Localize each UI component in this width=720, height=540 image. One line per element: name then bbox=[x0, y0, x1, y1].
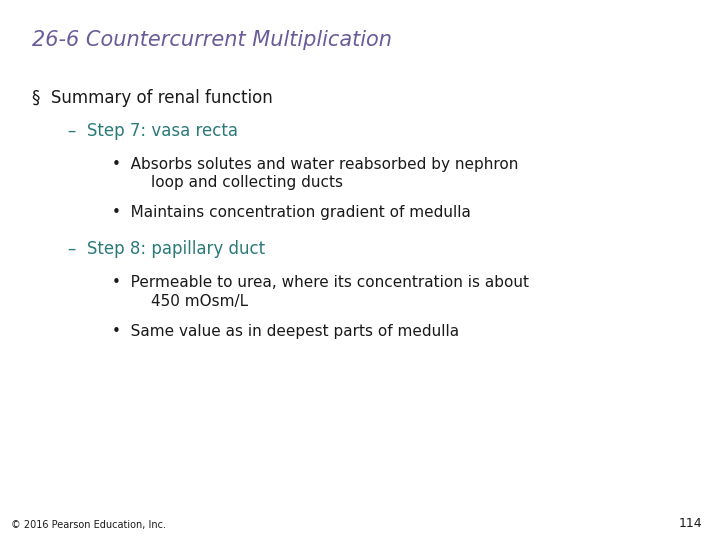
Text: •  Permeable to urea, where its concentration is about
        450 mOsm/L: • Permeable to urea, where its concentra… bbox=[112, 275, 528, 309]
Text: §  Summary of renal function: § Summary of renal function bbox=[32, 89, 273, 107]
Text: •  Same value as in deepest parts of medulla: • Same value as in deepest parts of medu… bbox=[112, 324, 459, 339]
Text: © 2016 Pearson Education, Inc.: © 2016 Pearson Education, Inc. bbox=[11, 520, 166, 530]
Text: –  Step 8: papillary duct: – Step 8: papillary duct bbox=[68, 240, 266, 258]
Text: •  Absorbs solutes and water reabsorbed by nephron
        loop and collecting d: • Absorbs solutes and water reabsorbed b… bbox=[112, 157, 518, 190]
Text: •  Maintains concentration gradient of medulla: • Maintains concentration gradient of me… bbox=[112, 205, 470, 220]
Text: 26-6 Countercurrent Multiplication: 26-6 Countercurrent Multiplication bbox=[32, 30, 392, 50]
Text: 114: 114 bbox=[678, 517, 702, 530]
Text: –  Step 7: vasa recta: – Step 7: vasa recta bbox=[68, 122, 238, 139]
